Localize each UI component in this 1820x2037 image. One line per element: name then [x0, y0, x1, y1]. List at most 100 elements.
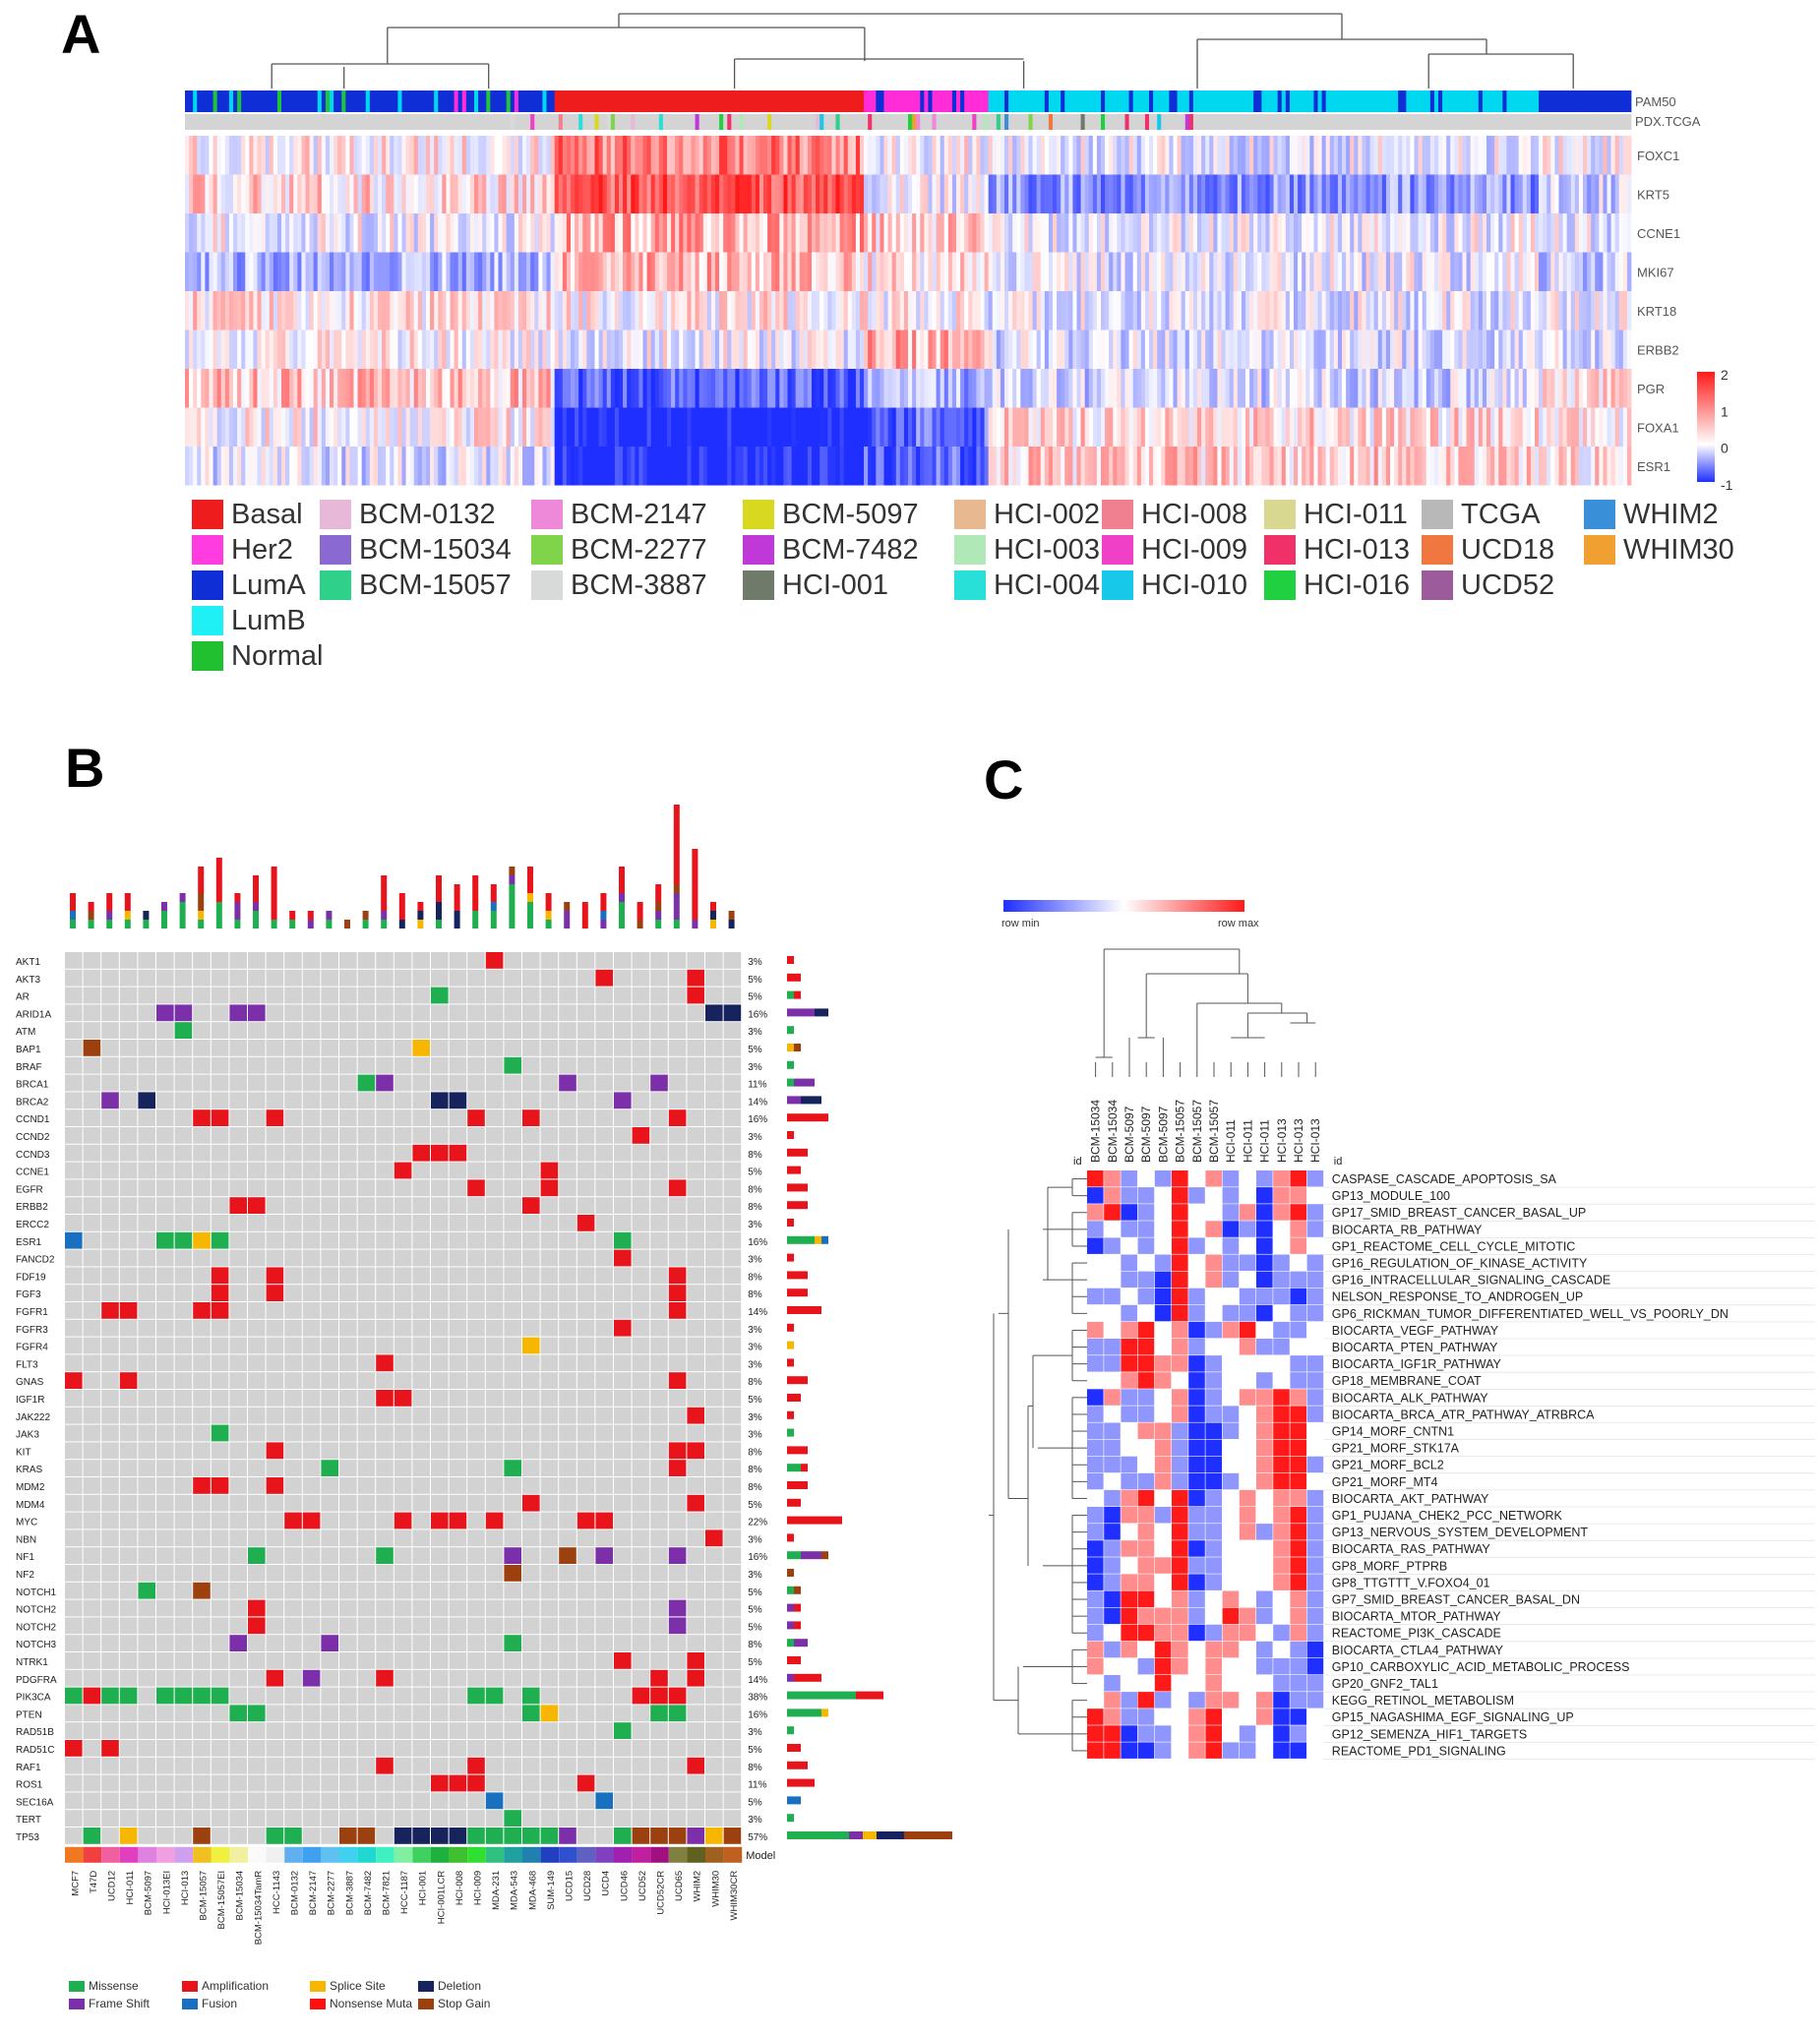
pam50-cell: [454, 90, 459, 112]
expression-cell: [1462, 330, 1467, 369]
expression-cell: [598, 136, 604, 175]
expression-cell: [1535, 291, 1540, 330]
expression-cell: [880, 252, 884, 291]
expression-cell: [1514, 291, 1520, 330]
expression-cell: [1201, 174, 1206, 213]
expression-cell: [1398, 369, 1403, 408]
expression-cell: [706, 291, 712, 330]
expression-cell: [486, 369, 491, 408]
expression-cell: [1169, 291, 1174, 330]
pdx-tcga-cell: [1149, 114, 1154, 130]
mutation-cell: [248, 1197, 266, 1214]
expression-cell: [1426, 369, 1431, 408]
expression-cell: [960, 407, 965, 447]
expression-cell: [1418, 330, 1424, 369]
expression-cell: [1562, 291, 1568, 330]
expression-cell: [1068, 136, 1073, 175]
expression-cell: [1032, 369, 1038, 408]
expression-cell: [928, 213, 933, 253]
expression-cell: [373, 174, 379, 213]
pam50-cell: [305, 90, 310, 112]
empty-cell: [394, 987, 412, 1004]
expression-cell: [936, 174, 941, 213]
pam50-cell: [932, 90, 937, 112]
expression-cell: [1466, 369, 1472, 408]
expression-cell: [1281, 330, 1287, 369]
expression-cell: [506, 447, 512, 486]
expression-cell: [1265, 213, 1270, 253]
pam50-cell: [514, 90, 519, 112]
pam50-cell: [1422, 90, 1427, 112]
expression-cell: [916, 369, 921, 408]
expression-cell: [301, 330, 306, 369]
expression-cell: [1418, 447, 1424, 486]
expression-cell: [872, 136, 877, 175]
expression-cell: [502, 447, 508, 486]
expression-cell: [1184, 330, 1190, 369]
empty-cell: [339, 1127, 357, 1144]
expression-cell: [442, 369, 447, 408]
expression-cell: [265, 174, 271, 213]
expression-cell: [1124, 369, 1129, 408]
expression-cell: [642, 291, 647, 330]
expression-cell: [891, 252, 897, 291]
expression-cell: [430, 174, 435, 213]
expression-cell: [349, 174, 354, 213]
pdx-tcga-cell: [1570, 114, 1576, 130]
expression-cell: [1591, 407, 1596, 447]
expression-cell: [450, 330, 455, 369]
expression-cell: [1426, 330, 1431, 369]
expression-cell: [1317, 213, 1322, 253]
expression-cell: [1490, 252, 1495, 291]
expression-cell: [947, 369, 953, 408]
expression-cell: [702, 447, 708, 486]
expression-cell: [212, 136, 218, 175]
pam50-cell: [349, 90, 354, 112]
expression-cell: [1109, 252, 1114, 291]
expression-cell: [1446, 447, 1451, 486]
expression-cell: [245, 136, 250, 175]
expression-cell: [1438, 136, 1443, 175]
pam50-cell: [1084, 90, 1090, 112]
expression-cell: [1462, 136, 1467, 175]
expression-cell: [550, 252, 556, 291]
expression-cell: [751, 174, 757, 213]
empty-cell: [705, 1040, 723, 1056]
expression-cell: [1197, 136, 1202, 175]
pam50-cell: [233, 90, 238, 112]
expression-cell: [1302, 174, 1306, 213]
expression-cell: [309, 447, 315, 486]
expression-cell: [450, 447, 455, 486]
mutation-cell: [376, 1354, 394, 1372]
pam50-cell: [1522, 90, 1528, 112]
empty-cell: [576, 1162, 595, 1179]
expression-cell: [1325, 213, 1331, 253]
empty-cell: [412, 1285, 430, 1301]
empty-cell: [284, 1144, 302, 1162]
expression-cell: [554, 213, 560, 253]
pdx-tcga-cell: [988, 114, 994, 130]
expression-cell: [1514, 136, 1520, 175]
pam50-cell: [1317, 90, 1322, 112]
empty-cell: [723, 987, 742, 1004]
expression-cell: [1398, 330, 1403, 369]
expression-cell: [538, 213, 543, 253]
pdx-tcga-cell: [735, 114, 740, 130]
empty-cell: [504, 1337, 521, 1354]
expression-cell: [1526, 330, 1532, 369]
expression-cell: [233, 407, 238, 447]
empty-cell: [229, 1040, 247, 1056]
pam50-cell: [189, 90, 194, 112]
expression-cell: [1221, 252, 1226, 291]
expression-cell: [1313, 252, 1318, 291]
expression-cell: [719, 407, 724, 447]
empty-cell: [357, 1215, 376, 1231]
expression-cell: [1121, 136, 1125, 175]
expression-cell: [1088, 252, 1094, 291]
expression-cell: [309, 213, 315, 253]
expression-cell: [1061, 407, 1065, 447]
expression-cell: [1281, 252, 1287, 291]
pdx-tcga-cell: [550, 114, 556, 130]
expression-cell: [968, 213, 973, 253]
expression-cell: [1101, 174, 1106, 213]
